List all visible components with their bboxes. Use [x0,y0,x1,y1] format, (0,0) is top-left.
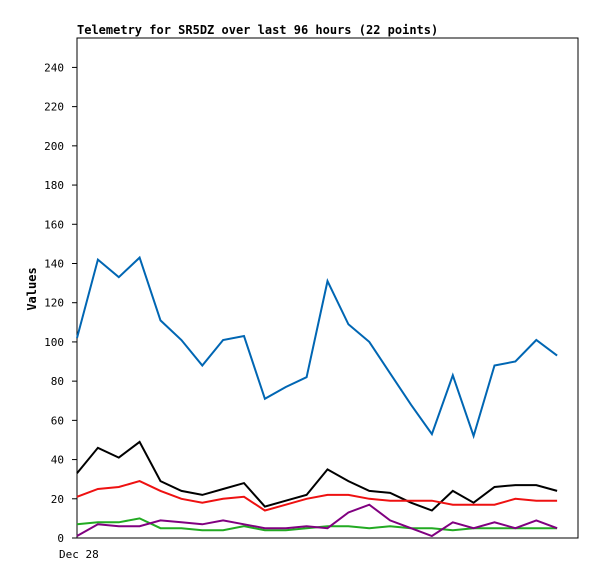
series-line-5 [76,503,558,538]
y-tick-label: 220 [44,101,64,114]
y-tick-label: 40 [51,454,64,467]
series-line-2 [76,440,558,512]
plot-area: 0 20 40 60 80 100 120 140 160 180 200 220 240 Dec 28 [44,37,579,561]
y-tick-label: 140 [44,257,64,270]
y-tick-label: 60 [51,414,64,427]
series-line-3 [76,480,558,512]
y-tick-label: 0 [57,532,64,545]
y-tick-label: 20 [51,493,64,506]
y-tick-label: 80 [51,375,64,388]
chart-title: Telemetry for SR5DZ over last 96 hours (… [77,23,438,37]
y-tick-label: 200 [44,140,64,153]
plot-frame [76,37,579,539]
y-axis-title: Values [25,267,39,310]
x-tick-label: Dec 28 [59,548,99,561]
y-tick-label: 180 [44,179,64,192]
y-tick-label: 160 [44,218,64,231]
series-line-1 [76,255,558,440]
y-tick-label: 240 [44,61,64,74]
y-tick-label: 120 [44,297,64,310]
y-tick-label: 100 [44,336,64,349]
